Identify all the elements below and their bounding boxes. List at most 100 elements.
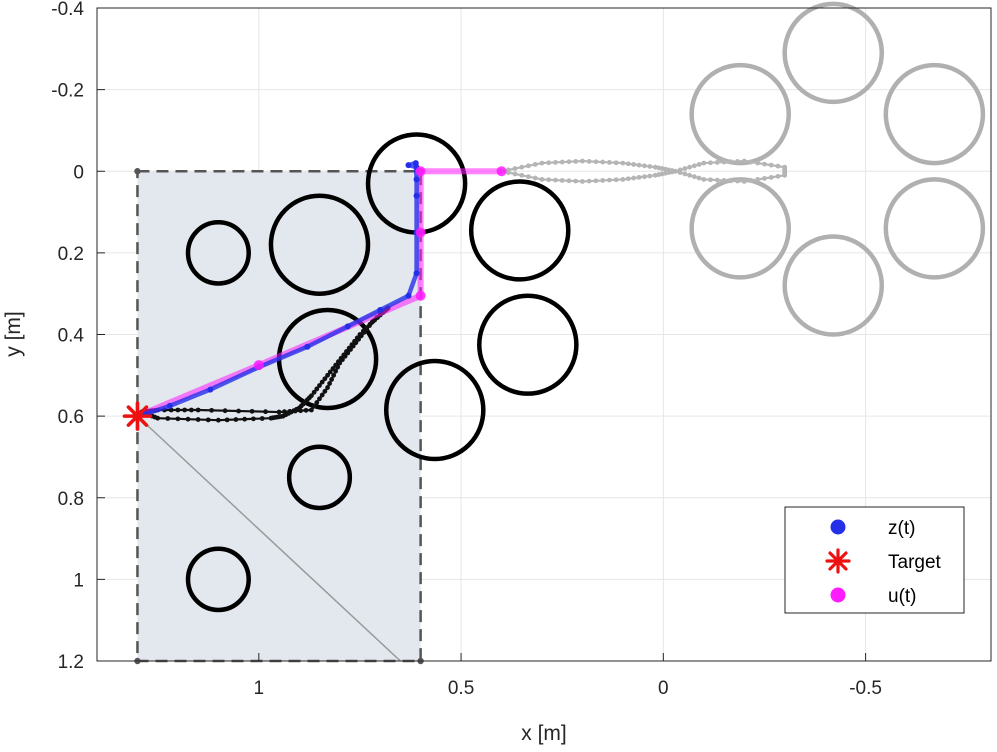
gray-trail-point — [519, 164, 525, 170]
x-axis-ticks: 1 0.5 0 -0.5 — [254, 653, 882, 699]
gray-trail-point — [539, 160, 545, 166]
gray-trail-point — [748, 178, 754, 183]
series-u-line — [136, 168, 502, 419]
black-trail-point — [327, 369, 333, 375]
gray-trail-point — [532, 175, 538, 181]
gray-trail — [499, 158, 788, 184]
black-trail-point — [251, 416, 256, 422]
gray-trail-point — [652, 172, 658, 178]
gray-trail-point — [642, 174, 647, 180]
black-trail-point — [344, 349, 349, 354]
series-u-point — [415, 290, 426, 301]
y-tick-label: 0.8 — [58, 489, 84, 510]
y-axis-ticks: -0.4 -0.2 0 0.2 0.4 0.6 0.8 1 1.2 — [51, 0, 105, 673]
black-trail-point — [333, 362, 339, 368]
legend-marker-z — [830, 519, 846, 535]
gray-trail-point — [728, 178, 734, 184]
gray-trail-point — [573, 158, 579, 164]
gray-trail-point — [586, 158, 592, 164]
gray-trail-point — [532, 162, 538, 167]
gray-trail-point — [636, 162, 642, 168]
gray-trail-point — [768, 174, 774, 180]
gray-trail-point — [728, 159, 734, 165]
x-tick-label: -0.5 — [849, 678, 882, 699]
black-trail-point — [175, 416, 181, 422]
gray-trail-point — [580, 179, 585, 184]
gray-trail-point — [620, 177, 626, 182]
gray-trail-point — [553, 177, 558, 183]
black-trail-point — [268, 415, 274, 421]
gray-trail-point — [519, 172, 525, 178]
gray-obstacle-3 — [689, 177, 791, 280]
black-trail-point — [319, 379, 325, 385]
gray-trail-point — [546, 177, 552, 183]
target-marker — [122, 401, 153, 431]
black-trail-point — [195, 417, 201, 422]
black-trail-point — [335, 359, 341, 365]
black-obstacle-7 — [477, 293, 579, 396]
black-trail-point — [360, 328, 366, 334]
gray-trail-point — [775, 173, 781, 179]
black-trail-point — [317, 383, 322, 388]
gray-trail-point — [606, 160, 612, 165]
black-trail-point — [209, 407, 215, 413]
gray-trail-point — [647, 164, 653, 169]
series-u-point — [496, 166, 507, 177]
workspace-diagonal — [136, 415, 401, 662]
gray-trail-point — [687, 164, 693, 170]
gray-trail-point — [566, 178, 572, 184]
legend-label-u: u(t) — [888, 586, 917, 607]
series-z-point — [344, 323, 351, 330]
black-trail-point — [233, 417, 239, 422]
gray-trail-point — [580, 158, 585, 164]
black-trail-point — [341, 352, 347, 358]
black-trail-point — [357, 332, 363, 337]
black-obstacle-3 — [286, 444, 353, 511]
black-trail-point — [175, 407, 181, 413]
series-z-point — [405, 162, 412, 169]
black-trail-point — [185, 416, 191, 422]
gray-trail-point — [546, 160, 552, 166]
gray-trail-point — [682, 171, 688, 177]
gray-trail-point — [687, 172, 693, 178]
gray-trail-point — [735, 178, 740, 184]
y-tick-label: 1 — [73, 570, 84, 591]
black-trail-point — [349, 342, 355, 348]
gray-trail-point — [762, 161, 767, 167]
gray-trail-point — [625, 161, 631, 167]
y-tick-label: 1.2 — [58, 652, 84, 673]
gray-trail-point — [625, 176, 631, 182]
black-trail-point — [303, 407, 309, 413]
gray-trail-point — [573, 178, 579, 184]
series-z-point — [413, 192, 420, 199]
legend-marker-target — [825, 548, 851, 574]
x-tick-label: 0 — [658, 678, 669, 699]
series-z-point — [166, 402, 173, 409]
gray-trail-point — [775, 163, 781, 169]
black-obstacle-8 — [383, 358, 486, 462]
black-trail-point — [259, 416, 265, 421]
x-tick-label: 0.5 — [448, 678, 474, 699]
workspace-corner-0 — [134, 168, 141, 175]
black-obstacle-1 — [268, 193, 371, 296]
gray-trail-point — [526, 163, 531, 169]
gray-trail-point — [512, 166, 518, 171]
black-trail-point — [325, 372, 330, 378]
series-z-point — [413, 176, 420, 183]
series-z-point — [413, 270, 420, 277]
gray-trail-point — [682, 166, 688, 171]
gray-trail-point — [613, 160, 619, 166]
black-trail-point — [263, 409, 268, 415]
gray-trail-point — [586, 178, 592, 184]
black-trail-point — [330, 366, 336, 371]
legend-label-target: Target — [888, 552, 942, 573]
gray-trail-point — [631, 162, 637, 167]
y-tick-label: 0.4 — [58, 326, 85, 347]
gray-trail-point — [559, 178, 565, 183]
gray-trail-point — [539, 177, 545, 182]
black-trail-point — [222, 408, 228, 414]
series-z-point — [304, 343, 311, 350]
gray-trail-point — [721, 159, 727, 165]
gray-trail-point — [677, 170, 683, 176]
black-trail-point — [352, 338, 357, 344]
